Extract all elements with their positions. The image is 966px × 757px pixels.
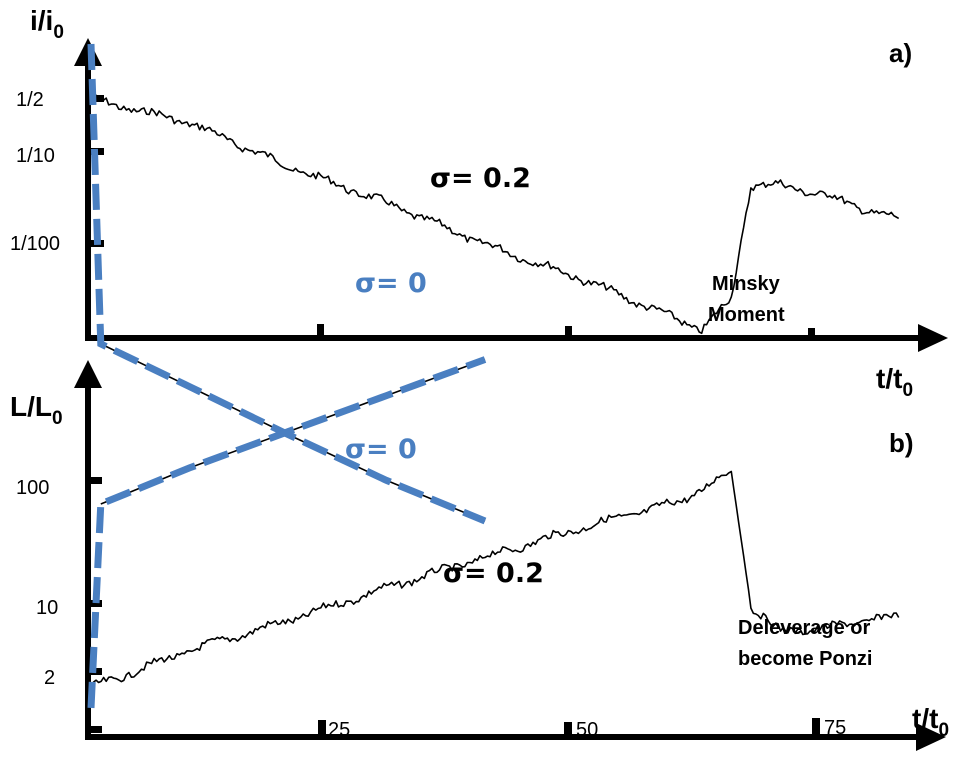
- panel-b-series-label-sigma-0.2: σ= 0.2: [443, 558, 544, 589]
- panel-b-x-arrowhead: [916, 723, 946, 751]
- panel-b-ytick-mark-1: [90, 477, 102, 484]
- panel-b-xtick-mark-25: [318, 720, 326, 738]
- panel-a-series-sigma-0.2-line: [90, 94, 900, 335]
- panel-b-ytick-mark-4: [90, 726, 102, 733]
- panel-a-ytick-label-2: 1/10: [16, 145, 55, 167]
- panel-a-y-axis-label: i/i0: [30, 5, 64, 43]
- panel-b-xtick-label-25: 25: [328, 719, 350, 741]
- panel-b-y-arrowhead: [74, 360, 102, 388]
- panel-b-xtick-mark-50: [564, 722, 572, 738]
- panel-b-ytick-label-1: 100: [16, 477, 49, 499]
- panel-b-y-axis-label: L/L0: [10, 391, 63, 429]
- panel-a-annotation-line-2: Moment: [708, 304, 785, 326]
- panel-a-ytick-label-3: 1/100: [10, 233, 60, 255]
- panel-b-xtick-mark-75: [812, 718, 820, 738]
- panel-b-tag: b): [889, 428, 914, 458]
- panel-a-tag: a): [889, 38, 912, 68]
- panel-a-x-arrowhead: [918, 324, 948, 352]
- panel-a-xtick-mark-75: [808, 328, 815, 338]
- panel-b-xtick-label-75: 75: [824, 717, 846, 739]
- panel-b-ytick-label-3: 2: [44, 667, 55, 689]
- panel-b-annotation-line-2: become Ponzi: [738, 648, 872, 670]
- panel-b-series-sigma-0.2-line: [90, 470, 900, 687]
- panel-b-x-axis-label: t/t0: [912, 703, 949, 741]
- panel-a-series-label-sigma-0.2: σ= 0.2: [430, 163, 531, 194]
- panel-a-series-sigma-0-line: [87, 43, 487, 525]
- panel-b: L/L0 t/t0 b) 100 10 2 25 50 75 σ= 0 σ= 0…: [10, 356, 949, 751]
- panel-a-ytick-label-1: 1/2: [16, 89, 44, 111]
- panel-b-ytick-mark-2: [90, 600, 102, 607]
- panel-a: i/i0 t/t0 a) 1/2 1/10 1/100 σ= 0.2 σ= 0 …: [10, 5, 948, 525]
- panel-a-series-label-sigma-0: σ= 0: [355, 268, 427, 299]
- panel-b-series-sigma-0-line: [87, 356, 487, 709]
- panel-a-x-axis-label: t/t0: [876, 363, 913, 401]
- panel-b-ytick-label-2: 10: [36, 597, 58, 619]
- panel-a-xtick-mark-50: [565, 326, 572, 338]
- panel-a-ytick-mark-1: [90, 95, 104, 102]
- panel-a-annotation-line-1: Minsky: [712, 273, 781, 295]
- panel-a-xtick-mark-25: [317, 324, 324, 338]
- panel-b-xtick-label-50: 50: [576, 719, 598, 741]
- panel-b-annotation-line-1: Deleverage or: [738, 617, 871, 639]
- panel-b-series-label-sigma-0: σ= 0: [345, 434, 417, 465]
